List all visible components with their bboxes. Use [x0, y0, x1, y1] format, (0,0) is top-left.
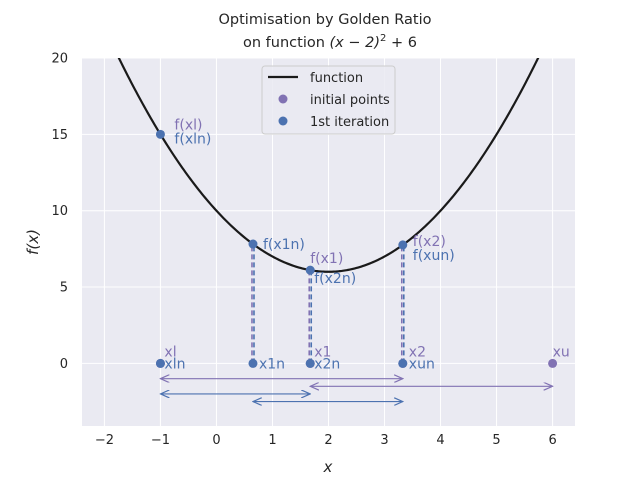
legend: function initial points 1st iteration: [261, 65, 396, 135]
iteration-point: [248, 239, 258, 249]
iteration-point: [398, 358, 408, 368]
guide-lines: [251, 244, 405, 364]
function-curve-layer: [117, 58, 540, 273]
x-tick-label: 1: [268, 433, 276, 448]
iteration-point: [305, 265, 315, 275]
x-tick-label: −1: [151, 433, 170, 448]
x-tick-label: 2: [324, 433, 332, 448]
data-points: [155, 129, 558, 368]
initial-point: [548, 358, 558, 368]
legend-label-1st-iteration: 1st iteration: [310, 115, 389, 130]
tick-labels: −2 −1 0 1 2 3 4 5 6 0 5 10 15 20: [51, 52, 556, 449]
grid-lines: [82, 57, 575, 426]
point-label: xu: [553, 344, 570, 360]
function-value-label: f(xun): [413, 248, 455, 264]
point-label: x2n: [314, 356, 340, 372]
point-label: x1n: [259, 356, 285, 372]
interval-arrows: [160, 379, 552, 402]
point-label: xun: [409, 356, 435, 372]
function-value-label: f(x2): [413, 234, 446, 250]
legend-label-initial-points: initial points: [310, 93, 390, 108]
function-curve: [117, 58, 540, 273]
x-tick-label: −2: [95, 433, 114, 448]
point-label: x2: [409, 344, 426, 360]
iteration-point: [248, 358, 258, 368]
function-value-label: f(xl): [174, 117, 202, 133]
function-value-label: f(x1): [310, 251, 343, 267]
chart-title: Optimisation by Golden Ratio: [219, 12, 432, 28]
legend-swatch-1st-iteration: [278, 116, 288, 126]
legend-label-function: function: [310, 71, 363, 86]
x-tick-label: 3: [380, 433, 388, 448]
legend-swatch-initial-points: [278, 94, 288, 104]
x-tick-label: 4: [436, 433, 444, 448]
function-value-label: f(xln): [174, 131, 211, 147]
y-axis-label: f(x): [24, 229, 42, 255]
y-tick-label: 10: [51, 204, 68, 219]
y-tick-label: 0: [60, 357, 68, 372]
y-tick-label: 15: [51, 128, 68, 143]
x-tick-label: 6: [548, 433, 556, 448]
point-label: x1: [314, 344, 331, 360]
point-label: xl: [164, 344, 176, 360]
point-label: xln: [164, 356, 185, 372]
legend-box: [261, 65, 396, 135]
iteration-point: [155, 129, 165, 139]
function-value-label: f(x2n): [314, 271, 356, 287]
iteration-point: [155, 358, 165, 368]
iteration-point: [305, 358, 315, 368]
iteration-point: [398, 240, 408, 250]
x-tick-label: 5: [492, 433, 500, 448]
x-axis-label: x: [323, 458, 333, 476]
y-tick-label: 20: [51, 52, 68, 67]
y-tick-label: 5: [60, 281, 68, 296]
chart-subtitle: on function (x − 2)2 + 6: [243, 33, 417, 51]
x-tick-label: 0: [212, 433, 220, 448]
function-value-label: f(x1n): [263, 237, 305, 253]
